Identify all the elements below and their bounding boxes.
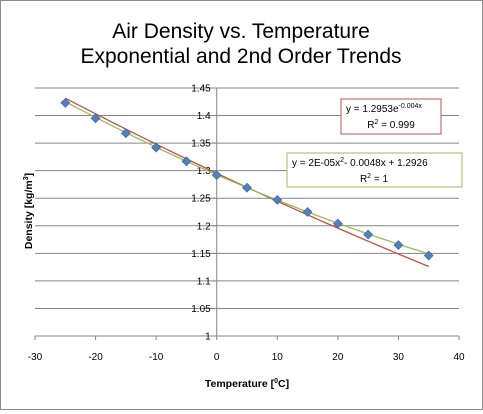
y-tick-label-0: 1 [205,332,211,343]
data-point-8 [302,207,313,217]
x-tick-label-6: 30 [393,352,405,363]
x-tick-label-1: -20 [88,352,103,363]
data-point-5 [211,170,222,180]
y-tick-label-4: 1.2 [197,221,211,232]
x-tick-label-7: 40 [453,352,465,363]
y-axis-label: Density [kg/m3] [23,173,35,249]
x-tick-label-5: 20 [332,352,344,363]
y-tick-label-3: 1.15 [191,249,211,260]
data-point-4 [181,156,192,167]
polynomial-r2: R2 = 1 [360,173,389,185]
gridlines [35,87,459,309]
exponential-equation-border [340,98,442,135]
y-tick-label-5: 1.25 [191,194,211,205]
chart-title-line-2: Exponential and 2nd Order Trends [80,45,401,68]
x-tick-label-3: 0 [214,352,220,363]
y-tick-label-7: 1.35 [191,139,211,150]
polynomial-equation: y = 2E-05x2- 0.0048x + 1.2926 [292,157,428,169]
exponential-equation-box: y = 1.2953e-0.004x R2 = 0.999 [340,98,442,135]
data-point-12 [423,250,434,261]
y-tick-label-2: 1.1 [197,276,211,287]
y-tick-label-6: 1.3 [197,166,211,177]
data-point-1 [90,113,101,124]
chart-title-line-1: Air Density vs. Temperature [112,20,370,43]
polynomial-equation-border [286,152,463,188]
exponential-equation: y = 1.2953e-0.004x [346,103,422,115]
y-tick-labels: 1 1.05 1.1 1.15 1.2 1.25 1.3 1.35 1.4 1.45 [191,84,211,343]
data-points [60,97,434,261]
y-tick-label-9: 1.45 [191,84,211,95]
data-point-11 [393,240,404,250]
axes [34,87,460,340]
x-tick-label-2: -10 [149,352,164,363]
x-tick-labels: -30 -20 -10 0 10 20 30 40 [28,352,465,363]
data-point-9 [332,218,343,229]
exponential-r2: R2 = 0.999 [367,119,415,131]
polynomial-equation-box: y = 2E-05x2- 0.0048x + 1.2926 R2 = 1 [286,152,463,188]
x-tick-label-4: 10 [272,352,284,363]
data-point-2 [120,128,131,139]
data-point-7 [272,194,283,205]
y-tick-label-8: 1.4 [197,111,211,122]
data-point-6 [242,182,252,193]
data-point-10 [363,229,374,240]
y-tick-label-1: 1.05 [191,304,211,315]
x-axis-label: Temperature [0C] [205,378,289,390]
x-tick-label-0: -30 [28,352,43,363]
data-point-0 [60,97,71,108]
data-point-3 [151,142,162,153]
